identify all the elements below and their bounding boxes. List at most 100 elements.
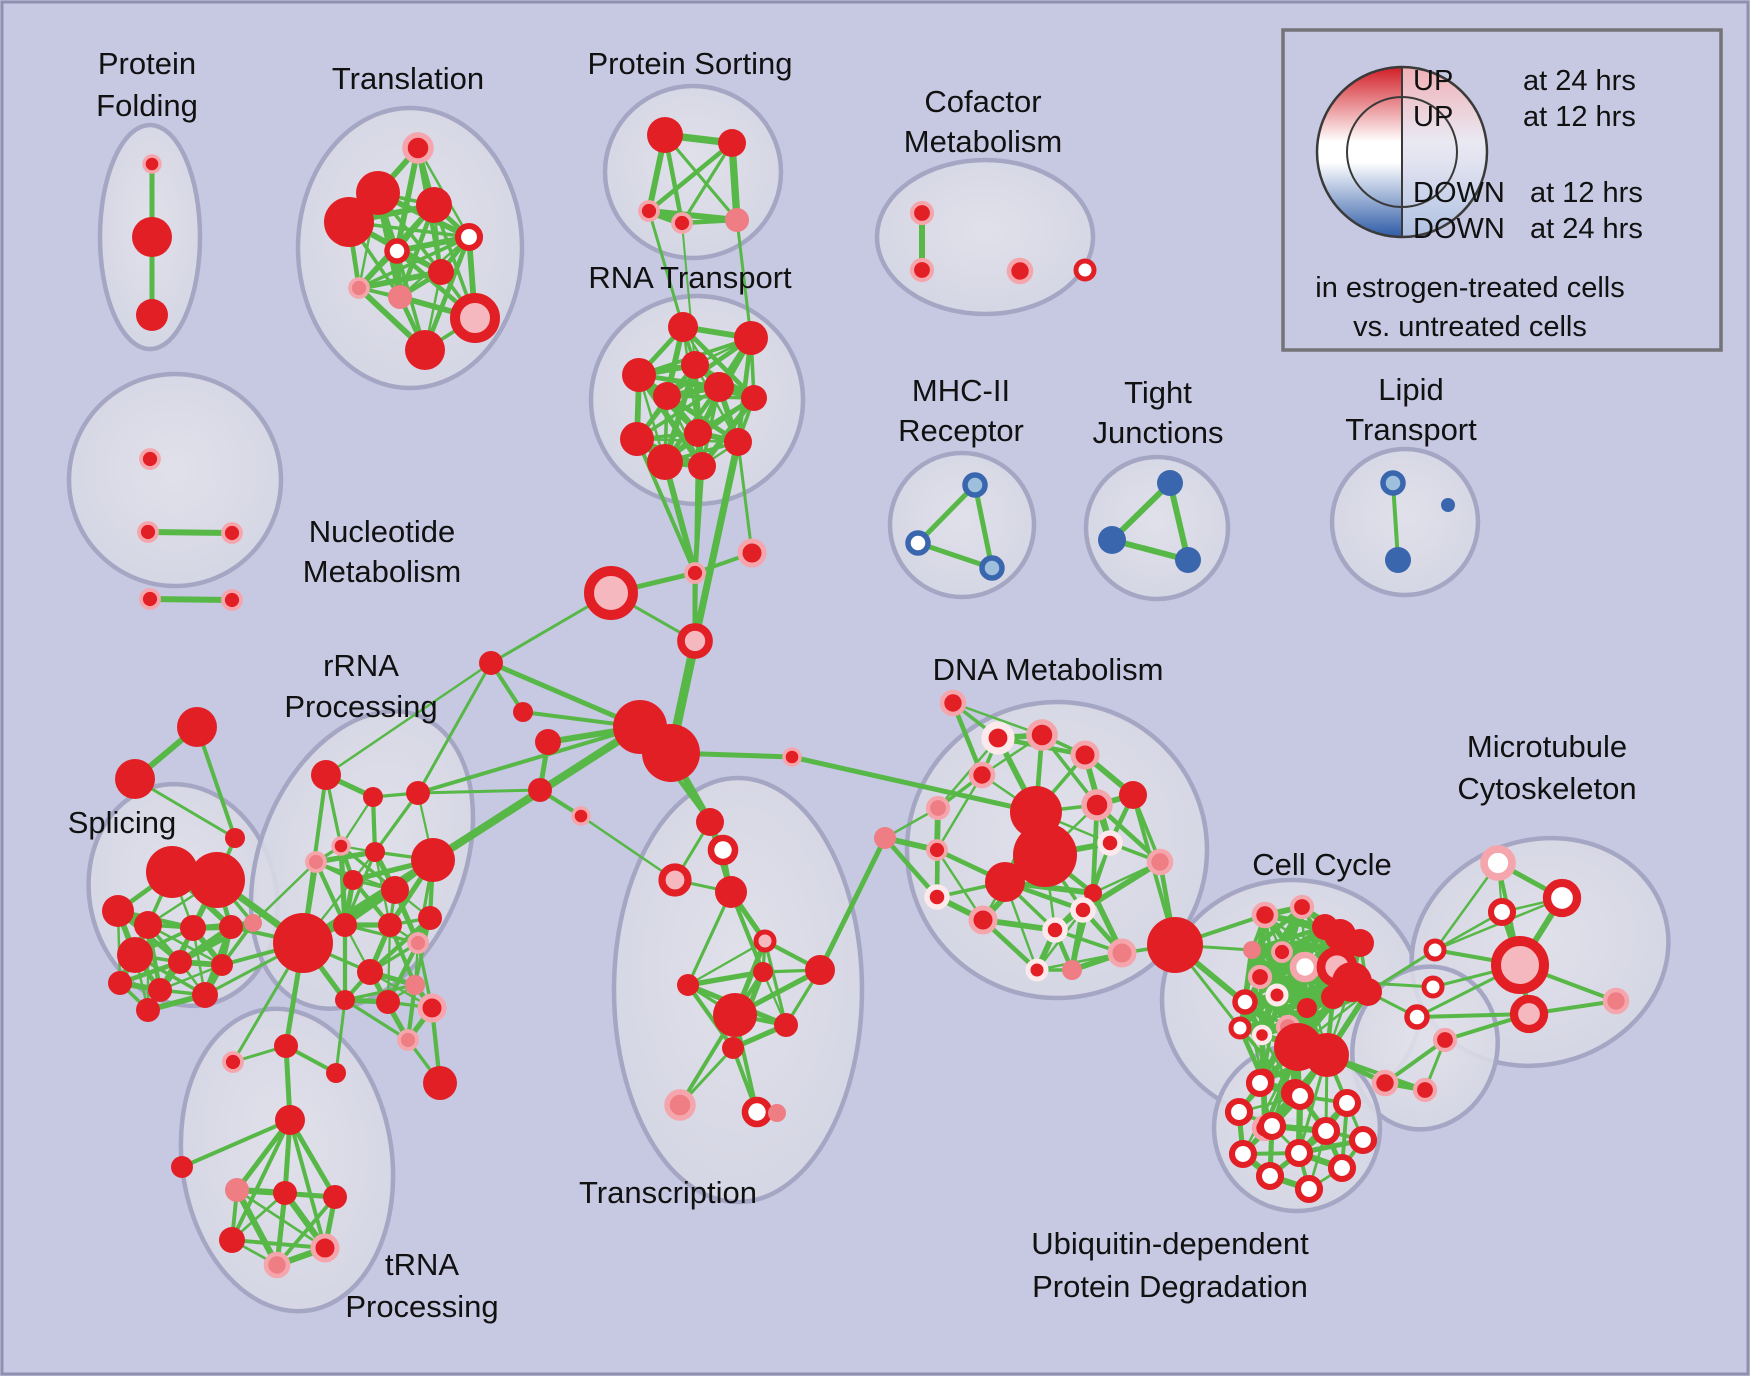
node-cc2[interactable] [1251, 901, 1279, 929]
node-mh3[interactable] [979, 555, 1005, 581]
node-lp2[interactable] [1385, 547, 1411, 573]
node-r9[interactable] [381, 876, 409, 904]
node-u10[interactable] [1327, 1153, 1357, 1183]
node-n2[interactable] [528, 778, 552, 802]
node-r4[interactable] [331, 836, 351, 856]
node-d8[interactable] [1119, 781, 1147, 809]
node-rt5[interactable] [704, 372, 734, 402]
node-h3[interactable] [737, 538, 767, 568]
node-cc16[interactable] [1297, 998, 1317, 1018]
node-s15[interactable] [148, 978, 172, 1002]
node-lp3[interactable] [1441, 498, 1455, 512]
node-tc11[interactable] [722, 1037, 744, 1059]
node-s14[interactable] [108, 971, 132, 995]
node-bm5[interactable] [1371, 1069, 1399, 1097]
node-ps2[interactable] [718, 129, 746, 157]
node-d24[interactable] [1147, 917, 1203, 973]
node-s4[interactable] [146, 846, 198, 898]
node-tc9[interactable] [805, 955, 835, 985]
node-s2[interactable] [115, 759, 155, 799]
node-m2[interactable] [513, 702, 533, 722]
node-s7[interactable] [134, 911, 162, 939]
node-u1[interactable] [1245, 1068, 1275, 1098]
node-rt4[interactable] [681, 351, 709, 379]
node-tc5[interactable] [753, 929, 777, 953]
node-r7[interactable] [411, 838, 455, 882]
node-t8[interactable] [348, 277, 370, 299]
node-rt2[interactable] [734, 321, 768, 355]
node-d3[interactable] [1070, 740, 1100, 770]
node-nm2[interactable] [137, 521, 159, 543]
node-pf3[interactable] [136, 299, 168, 331]
node-cc1[interactable] [1289, 894, 1315, 920]
node-rt3[interactable] [622, 358, 656, 392]
node-cc8[interactable] [1232, 989, 1258, 1015]
node-tn10[interactable] [263, 1251, 291, 1279]
node-s1[interactable] [177, 707, 217, 747]
node-ps4[interactable] [671, 212, 693, 234]
node-d23[interactable] [1107, 938, 1137, 968]
node-t7[interactable] [428, 259, 454, 285]
node-tj1[interactable] [1157, 470, 1183, 496]
node-rt11[interactable] [647, 444, 683, 480]
node-r16[interactable] [407, 932, 429, 954]
node-d16[interactable] [968, 905, 998, 935]
node-rt12[interactable] [688, 452, 716, 480]
node-tc7[interactable] [677, 974, 699, 996]
node-tn9[interactable] [310, 1233, 340, 1263]
node-cc15[interactable] [1321, 985, 1345, 1009]
node-mt3[interactable] [1487, 897, 1517, 927]
node-r18[interactable] [405, 975, 425, 995]
node-cc19[interactable] [1251, 1024, 1273, 1046]
node-pf1[interactable] [142, 154, 162, 174]
node-bm1[interactable] [1423, 938, 1447, 962]
node-tn2[interactable] [274, 1034, 298, 1058]
node-d25[interactable] [939, 689, 967, 717]
node-r8[interactable] [343, 870, 363, 890]
node-r19[interactable] [335, 990, 355, 1010]
node-rt6[interactable] [653, 382, 681, 410]
node-ch2[interactable] [1305, 1033, 1349, 1077]
node-tc13[interactable] [741, 1096, 773, 1128]
node-cf4[interactable] [1073, 258, 1097, 282]
node-br1[interactable] [782, 747, 802, 767]
node-cf2[interactable] [909, 257, 935, 283]
node-rt10[interactable] [724, 428, 752, 456]
node-u3[interactable] [1332, 1088, 1362, 1118]
node-mh2[interactable] [905, 530, 931, 556]
node-lp1[interactable] [1380, 470, 1406, 496]
node-s9[interactable] [219, 915, 243, 939]
node-tc6[interactable] [753, 962, 773, 982]
node-rt1[interactable] [668, 312, 698, 342]
node-cc14[interactable] [1354, 978, 1382, 1006]
node-nm3[interactable] [221, 522, 243, 544]
node-tc10[interactable] [774, 1013, 798, 1037]
node-d5[interactable] [925, 795, 951, 821]
node-bm6[interactable] [1412, 1077, 1438, 1103]
node-r3[interactable] [406, 781, 430, 805]
node-d21[interactable] [1025, 958, 1049, 982]
node-s10[interactable] [244, 914, 262, 932]
node-r23[interactable] [423, 1066, 457, 1100]
node-r2[interactable] [363, 787, 383, 807]
node-cc7[interactable] [1265, 983, 1289, 1007]
node-pf2[interactable] [132, 217, 172, 257]
node-tc8[interactable] [713, 993, 757, 1037]
node-tnh[interactable] [275, 1105, 305, 1135]
node-h2[interactable] [584, 566, 638, 620]
node-d4[interactable] [968, 761, 996, 789]
node-mt2[interactable] [1542, 878, 1582, 918]
node-s11[interactable] [117, 937, 153, 973]
node-d22[interactable] [1062, 960, 1082, 980]
node-mt5[interactable] [1491, 936, 1549, 994]
node-u12[interactable] [1294, 1174, 1324, 1204]
node-r6[interactable] [365, 842, 385, 862]
node-d13[interactable] [1146, 848, 1174, 876]
node-s17[interactable] [136, 998, 160, 1022]
node-tc12[interactable] [664, 1089, 696, 1121]
node-mt9[interactable] [1602, 987, 1630, 1015]
node-s3[interactable] [225, 828, 245, 848]
node-cc5[interactable] [1289, 951, 1321, 983]
node-cc18[interactable] [1228, 1016, 1252, 1040]
node-cc11[interactable] [1346, 929, 1374, 957]
